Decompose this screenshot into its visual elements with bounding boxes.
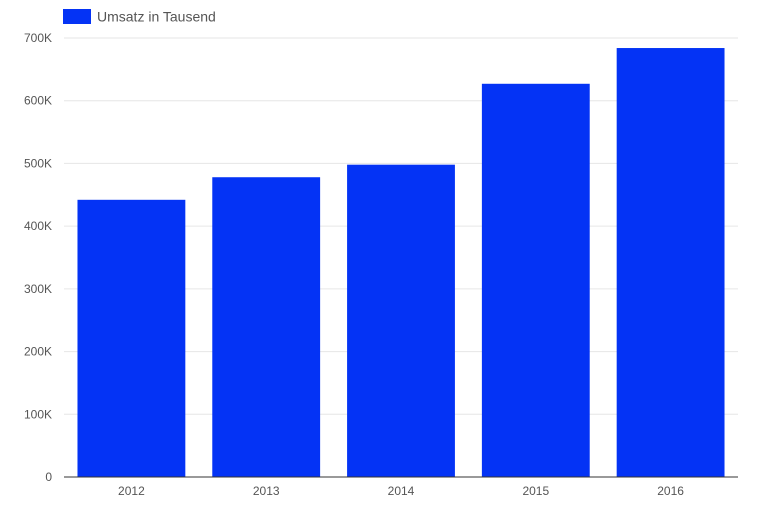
bar-2012[interactable]: [77, 199, 186, 477]
bar-2016[interactable]: [616, 48, 725, 477]
bar-2015[interactable]: [481, 83, 590, 477]
legend: Umsatz in Tausend: [63, 9, 216, 25]
x-tick-label: 2015: [522, 484, 549, 498]
x-tick-label: 2013: [253, 484, 280, 498]
bars: [77, 48, 725, 477]
y-tick-label: 100K: [24, 407, 52, 421]
y-tick-label: 500K: [24, 156, 52, 170]
bar-2013[interactable]: [212, 177, 321, 477]
bar-2014[interactable]: [347, 164, 455, 477]
legend-swatch: [63, 9, 91, 24]
y-tick-label: 600K: [24, 94, 52, 108]
legend-label: Umsatz in Tausend: [97, 9, 216, 25]
y-tick-label: 200K: [24, 345, 52, 359]
y-tick-label: 400K: [24, 219, 52, 233]
y-tick-label: 0: [45, 470, 52, 484]
x-tick-label: 2014: [388, 484, 415, 498]
y-tick-label: 700K: [24, 31, 52, 45]
x-axis-tick-labels: 2012 2013 2014 2015 2016: [118, 484, 684, 498]
x-tick-label: 2016: [657, 484, 684, 498]
y-axis-tick-labels: 0 100K 200K 300K 400K 500K 600K 700K: [24, 31, 52, 484]
x-tick-label: 2012: [118, 484, 145, 498]
y-tick-label: 300K: [24, 282, 52, 296]
